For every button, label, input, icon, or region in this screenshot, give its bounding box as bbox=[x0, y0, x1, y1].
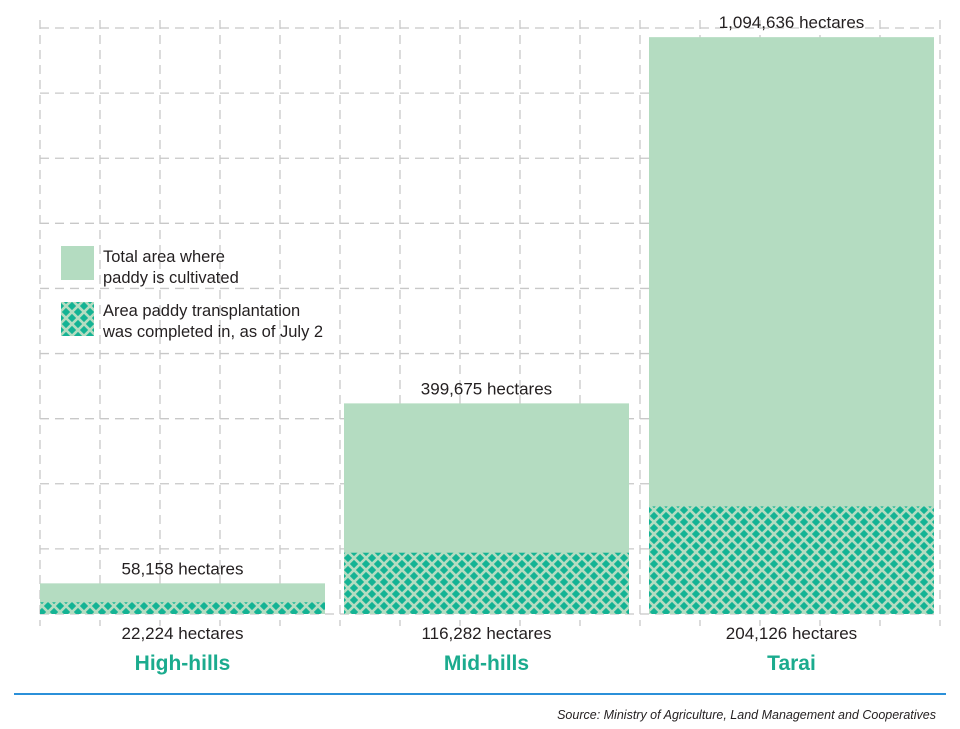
data-label-transplanted: 116,282 hectares bbox=[421, 624, 551, 643]
category-label: High-hills bbox=[135, 652, 231, 675]
data-label-transplanted: 204,126 hectares bbox=[726, 624, 857, 643]
data-label-total: 399,675 hectares bbox=[421, 379, 552, 398]
bar-transplanted-high-hills bbox=[40, 602, 325, 614]
legend: Total area where paddy is cultivated Are… bbox=[61, 246, 323, 341]
legend-label-transplanted-line1: Area paddy transplantation bbox=[103, 302, 300, 320]
category-label: Mid-hills bbox=[444, 652, 529, 675]
data-label-transplanted: 22,224 hectares bbox=[122, 624, 244, 643]
category-label: Tarai bbox=[767, 652, 816, 675]
legend-label-total-line2: paddy is cultivated bbox=[103, 269, 239, 287]
legend-swatch-transplanted bbox=[61, 302, 94, 336]
legend-label-transplanted-line2: was completed in, as of July 2 bbox=[102, 323, 323, 341]
data-label-total: 58,158 hectares bbox=[122, 559, 244, 578]
data-label-total: 1,094,636 hectares bbox=[719, 13, 865, 32]
legend-label-total-line1: Total area where bbox=[103, 248, 225, 266]
legend-swatch-total bbox=[61, 246, 94, 280]
source-note: Source: Ministry of Agriculture, Land Ma… bbox=[557, 708, 936, 722]
bar-transplanted-tarai bbox=[649, 506, 934, 614]
bars: 58,158 hectares 22,224 hectares High-hills… bbox=[40, 13, 934, 675]
footer-rule bbox=[14, 693, 946, 695]
bar-transplanted-mid-hills bbox=[344, 552, 629, 614]
